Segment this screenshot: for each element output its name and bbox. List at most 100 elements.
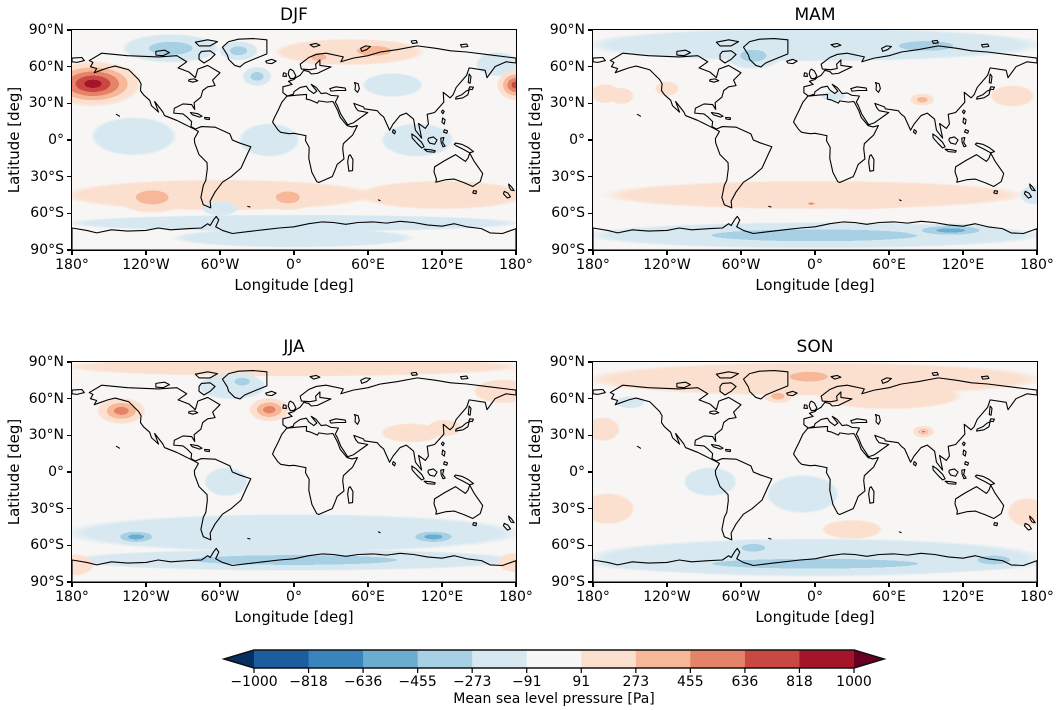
x-tick-label: 180°	[1020, 257, 1054, 273]
x-tick-mark	[293, 251, 295, 255]
colorbar-tick-label: 1000	[836, 674, 872, 690]
x-tick-mark	[219, 583, 221, 587]
y-axis-label: Latitude [deg]	[526, 86, 544, 194]
x-tick-label: 180°	[499, 257, 533, 273]
panel-jja: JJA Latitude [deg] 180° 120°W 60°W 0° 60°E 12…	[5, 337, 533, 626]
x-tick-mark	[962, 583, 964, 587]
x-tick-label: 180°	[499, 589, 533, 605]
x-tick-label: 180°	[55, 589, 89, 605]
anomaly-field	[593, 30, 1037, 250]
x-tick-label: 60°W	[200, 589, 240, 605]
panel-mam: MAM Latitude [deg] 180° 120°W 60°W 0° 60°E 12…	[526, 5, 1054, 294]
x-axis-label: Longitude [deg]	[234, 608, 354, 626]
x-tick-mark	[293, 583, 295, 587]
anomaly-field	[593, 362, 1037, 582]
anomaly-field	[72, 362, 516, 582]
panel-title: DJF	[280, 5, 308, 25]
x-tick-label: 180°	[1020, 589, 1054, 605]
colorbar-tick-label: 91	[572, 674, 591, 690]
x-tick-mark	[1036, 583, 1038, 587]
x-tick-label: 60°W	[721, 589, 761, 605]
colorbar-tick-label: −1000	[230, 674, 278, 690]
x-tick-mark	[71, 251, 73, 255]
x-tick-label: 120°W	[643, 257, 691, 273]
colorbar-tick-label: −636	[343, 674, 383, 690]
x-tick-label: 60°E	[351, 257, 385, 273]
x-tick-label: 120°E	[420, 589, 464, 605]
x-tick-label: 120°E	[420, 257, 464, 273]
y-axis-label: Latitude [deg]	[526, 418, 544, 526]
x-tick-label: 180°	[576, 589, 610, 605]
x-tick-mark	[740, 583, 742, 587]
panel-title: MAM	[794, 5, 836, 25]
colorbar-tick-label: −455	[398, 674, 437, 690]
colorbar-tick-label: −273	[452, 674, 492, 690]
x-tick-mark	[367, 251, 369, 255]
x-tick-label: 120°W	[643, 589, 691, 605]
x-tick-label: 120°W	[122, 257, 170, 273]
colorbar	[216, 648, 892, 674]
x-tick-label: 60°E	[872, 589, 906, 605]
colorbar-tick-label: 636	[731, 674, 759, 690]
colorbar-tick-label: −91	[511, 674, 542, 690]
x-tick-mark	[441, 251, 443, 255]
coastlines-svg	[72, 362, 516, 582]
x-tick-mark	[145, 251, 147, 255]
x-tick-mark	[219, 251, 221, 255]
x-tick-mark	[740, 251, 742, 255]
x-axis-label: Longitude [deg]	[755, 608, 875, 626]
colorbar-tick-labels: −1000 −818 −636 −455 −273 −91 91 273 455 636 818 10…	[216, 674, 892, 690]
x-tick-label: 0°	[286, 589, 302, 605]
x-tick-mark	[515, 583, 517, 587]
map-plot-area	[592, 29, 1038, 251]
x-tick-label: 0°	[286, 257, 302, 273]
panel-title: SON	[796, 337, 834, 357]
coastlines-svg	[593, 30, 1037, 250]
coastlines-svg	[593, 362, 1037, 582]
colorbar-tick-label: −818	[289, 674, 328, 690]
x-tick-label: 0°	[807, 589, 823, 605]
x-tick-mark	[1036, 251, 1038, 255]
map-plot-area	[71, 29, 517, 251]
map-plot-area	[71, 361, 517, 583]
anomaly-field	[72, 30, 516, 250]
x-tick-mark	[962, 251, 964, 255]
y-axis-label: Latitude [deg]	[5, 86, 23, 194]
x-tick-mark	[666, 251, 668, 255]
x-tick-mark	[145, 583, 147, 587]
colorbar-svg	[221, 649, 887, 673]
y-axis-label: Latitude [deg]	[5, 418, 23, 526]
x-axis-label: Longitude [deg]	[755, 276, 875, 294]
x-tick-label: 60°W	[721, 257, 761, 273]
colorbar-label: Mean sea level pressure [Pa]	[453, 691, 655, 707]
x-tick-mark	[666, 583, 668, 587]
x-tick-label: 180°	[55, 257, 89, 273]
coastlines-svg	[72, 30, 516, 250]
x-tick-mark	[367, 583, 369, 587]
map-plot-area	[592, 361, 1038, 583]
x-tick-label: 120°E	[941, 589, 985, 605]
x-axis-label: Longitude [deg]	[234, 276, 354, 294]
panel-title: JJA	[283, 337, 305, 357]
x-tick-label: 60°E	[872, 257, 906, 273]
colorbar-tick-label: 455	[676, 674, 704, 690]
x-tick-label: 60°E	[351, 589, 385, 605]
panel-djf: DJF Latitude [deg] 180° 120°W 60°W 0° 60°E 12…	[5, 5, 533, 294]
colorbar-tick-label: 273	[622, 674, 650, 690]
colorbar-tick-label: 818	[786, 674, 813, 690]
x-tick-mark	[441, 583, 443, 587]
x-tick-mark	[814, 251, 816, 255]
x-tick-mark	[814, 583, 816, 587]
panel-son: SON Latitude [deg] 180° 120°W 60°W 0° 60°E 12…	[526, 337, 1054, 626]
x-tick-mark	[515, 251, 517, 255]
x-tick-label: 180°	[576, 257, 610, 273]
x-tick-label: 60°W	[200, 257, 240, 273]
x-tick-label: 120°E	[941, 257, 985, 273]
x-tick-mark	[71, 583, 73, 587]
x-tick-mark	[888, 251, 890, 255]
x-tick-label: 0°	[807, 257, 823, 273]
x-tick-mark	[592, 583, 594, 587]
x-tick-mark	[592, 251, 594, 255]
x-tick-label: 120°W	[122, 589, 170, 605]
